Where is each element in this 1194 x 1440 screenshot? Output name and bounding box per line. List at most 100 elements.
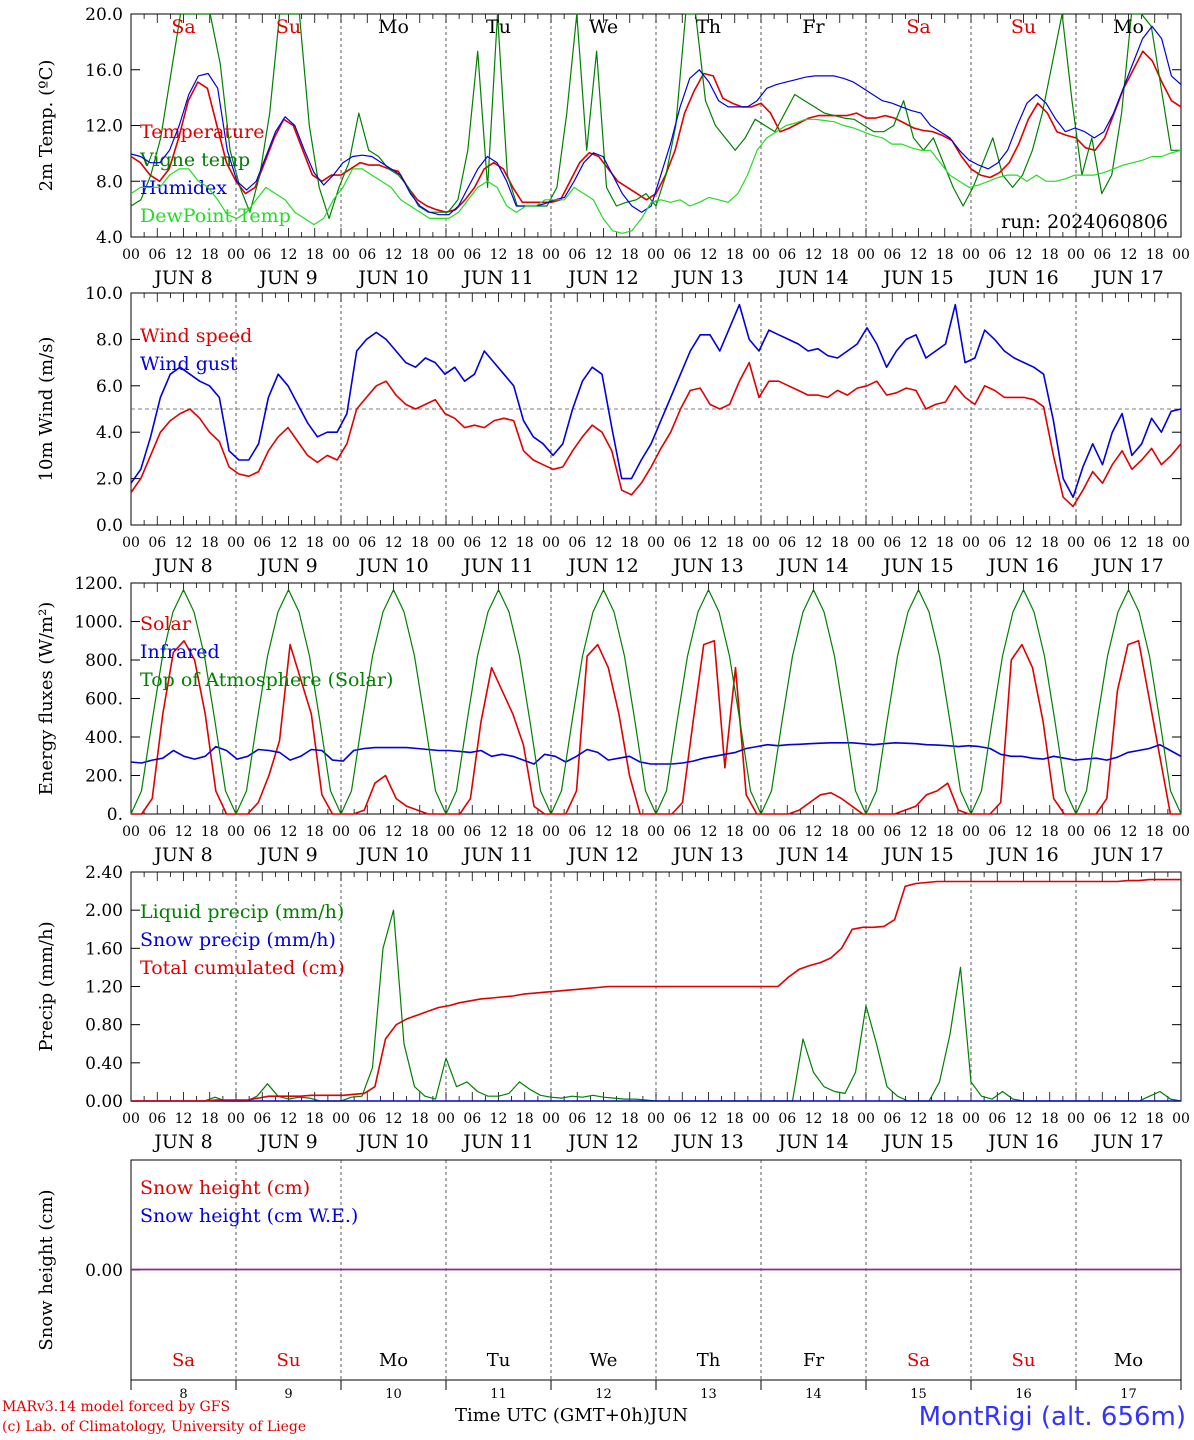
series-line (130, 741, 1182, 765)
x-tick-label: 06 (883, 1111, 901, 1127)
y-tick-label: 16.0 (85, 61, 123, 81)
date-label: JUN 12 (566, 555, 638, 577)
x-tick-label: 18 (516, 247, 534, 263)
x-tick-label: 00 (332, 824, 350, 840)
x-tick-label: 18 (411, 247, 429, 263)
x-tick-label: 00 (647, 824, 665, 840)
x-tick-label: 12 (490, 1111, 508, 1127)
x-tick-label: 12 (700, 1111, 718, 1127)
x-tick-label: 18 (1146, 535, 1164, 551)
x-tick-label: 06 (148, 1111, 166, 1127)
x-tick-label: 12 (1015, 824, 1033, 840)
x-tick-label: 06 (358, 247, 376, 263)
date-label: JUN 11 (461, 267, 533, 289)
weekday-label: Fr (802, 16, 825, 38)
day-number: 16 (1015, 1387, 1032, 1402)
x-tick-label: 00 (332, 247, 350, 263)
y-tick-label: 4.0 (96, 423, 123, 443)
x-tick-label: 12 (280, 247, 298, 263)
time-axis-title: Time UTC (GMT+0h)JUN (455, 1405, 688, 1426)
time-axis-label: Time UTC (GMT+0h) (455, 1405, 650, 1426)
x-tick-label: 06 (988, 535, 1006, 551)
date-label: JUN 9 (257, 844, 317, 866)
weekday-label: Tu (487, 1350, 511, 1371)
x-tick-label: 12 (805, 1111, 823, 1127)
x-tick-label: 06 (148, 535, 166, 551)
x-tick-label: 00 (122, 824, 140, 840)
x-tick-label: 00 (962, 535, 980, 551)
date-label: JUN 14 (776, 555, 848, 577)
x-tick-label: 12 (1015, 1111, 1033, 1127)
station-name: MontRigi (918, 1402, 1033, 1432)
date-label: JUN 13 (671, 844, 743, 866)
x-tick-label: 18 (411, 1111, 429, 1127)
date-label: JUN 13 (671, 267, 743, 289)
legend-entry: Snow height (cm W.E.) (140, 1205, 358, 1227)
legend-entry: Humidex (140, 177, 227, 199)
x-tick-label: 00 (542, 247, 560, 263)
date-label: JUN 8 (152, 555, 212, 577)
x-tick-label: 06 (988, 1111, 1006, 1127)
time-axis-month: JUN (649, 1405, 689, 1426)
lab-credit: (c) Lab. of Climatology, University of L… (2, 1419, 307, 1435)
date-label: JUN 8 (152, 1131, 212, 1153)
x-tick-label: 00 (1172, 247, 1190, 263)
y-tick-label: 0.80 (85, 1016, 123, 1036)
date-label: JUN 10 (356, 267, 428, 289)
x-tick-label: 00 (437, 535, 455, 551)
y-axis-label: Snow height (cm) (36, 1189, 57, 1350)
y-tick-label: 1.60 (85, 939, 123, 959)
x-tick-label: 12 (175, 247, 193, 263)
x-tick-label: 18 (306, 535, 324, 551)
day-number: 13 (700, 1387, 717, 1402)
x-tick-label: 18 (831, 1111, 849, 1127)
date-label: JUN 10 (356, 844, 428, 866)
x-tick-label: 12 (700, 824, 718, 840)
date-label: JUN 15 (881, 1131, 953, 1153)
weekday-label: Su (276, 16, 301, 38)
x-tick-label: 06 (148, 824, 166, 840)
weekday-label: We (590, 1350, 618, 1371)
x-tick-label: 06 (778, 247, 796, 263)
x-tick-label: 12 (490, 535, 508, 551)
date-label: JUN 15 (881, 555, 953, 577)
date-label: JUN 13 (671, 1131, 743, 1153)
x-tick-label: 00 (542, 535, 560, 551)
y-tick-label: 0.00 (85, 1092, 123, 1112)
x-tick-label: 00 (1067, 535, 1085, 551)
date-label: JUN 12 (566, 1131, 638, 1153)
weekday-label: Th (696, 16, 721, 38)
date-label: JUN 11 (461, 1131, 533, 1153)
x-tick-label: 18 (1146, 824, 1164, 840)
y-axis-label: Energy fluxes (W/m²) (36, 602, 57, 796)
x-tick-label: 18 (621, 247, 639, 263)
day-number: 9 (284, 1387, 292, 1402)
y-tick-label: 400. (85, 728, 123, 748)
y-tick-label: 8.0 (96, 330, 123, 350)
x-tick-label: 18 (411, 824, 429, 840)
date-label: JUN 17 (1091, 844, 1163, 866)
x-tick-label: 18 (1041, 535, 1059, 551)
x-tick-label: 06 (253, 535, 271, 551)
x-tick-label: 06 (463, 1111, 481, 1127)
legend-entry: Vigne temp (139, 149, 250, 171)
x-tick-label: 18 (831, 824, 849, 840)
x-tick-label: 06 (778, 824, 796, 840)
x-tick-label: 06 (463, 535, 481, 551)
weekday-label: Mo (1114, 1350, 1143, 1371)
x-tick-label: 12 (385, 824, 403, 840)
x-tick-label: 18 (201, 247, 219, 263)
day-number: 17 (1120, 1387, 1137, 1402)
date-label: JUN 17 (1091, 267, 1163, 289)
legend-entry: Snow height (cm) (140, 1177, 310, 1199)
x-tick-label: 06 (673, 1111, 691, 1127)
weekday-label: Sa (906, 16, 930, 38)
y-tick-label: 0.40 (85, 1054, 123, 1074)
x-tick-label: 06 (883, 824, 901, 840)
x-tick-label: 12 (280, 1111, 298, 1127)
x-tick-label: 18 (306, 247, 324, 263)
x-tick-label: 06 (988, 824, 1006, 840)
weekday-label: Su (1011, 16, 1036, 38)
x-tick-label: 00 (122, 1111, 140, 1127)
